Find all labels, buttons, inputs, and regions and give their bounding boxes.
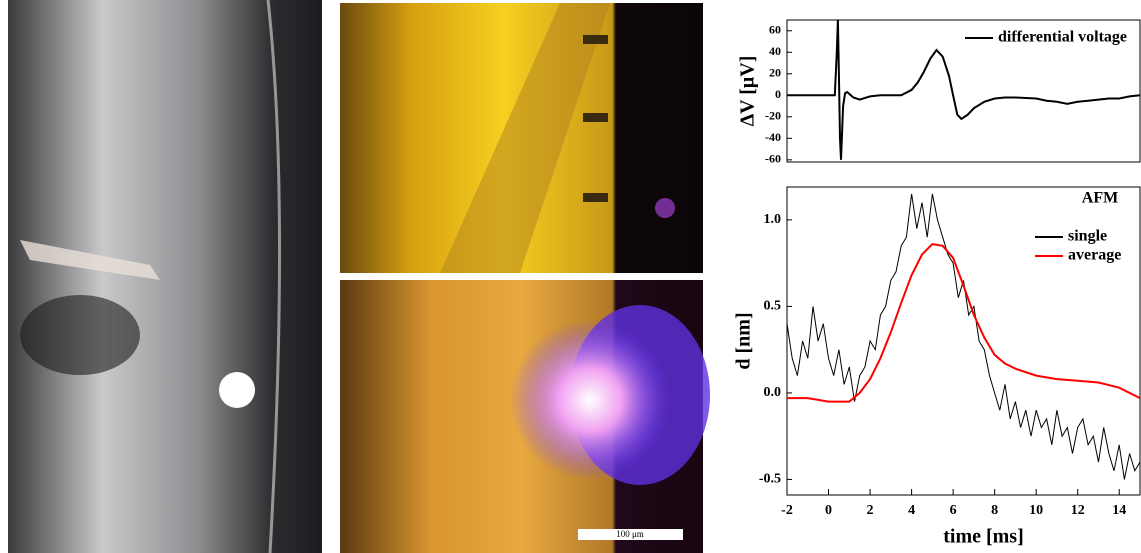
y-axis-label: d [nm] <box>733 312 755 369</box>
y-tick-label: 0 <box>775 87 781 101</box>
y-tick-label: -20 <box>765 109 781 123</box>
x-tick-label: 6 <box>950 503 957 518</box>
x-tick-label: 2 <box>867 503 874 518</box>
legend-label: single <box>1068 228 1107 245</box>
y-tick-label: 60 <box>769 23 781 37</box>
x-tick-label: 14 <box>1112 503 1126 518</box>
y-tick-label: 0.0 <box>764 385 782 400</box>
scale-bar-label: 100 μm <box>616 529 644 539</box>
y-tick-label: 40 <box>769 44 781 58</box>
data-line <box>787 193 1140 480</box>
y-tick-label: 0.5 <box>764 299 782 314</box>
legend-label: differential voltage <box>998 29 1127 46</box>
data-line <box>787 20 1140 160</box>
x-tick-label: 8 <box>991 503 998 518</box>
y-tick-label: 1.0 <box>764 212 782 227</box>
photo-setup <box>8 0 322 553</box>
photo-micrograph-top <box>340 3 703 273</box>
y-tick-label: -0.5 <box>759 472 781 487</box>
x-tick-label: -2 <box>781 503 793 518</box>
x-tick-label: 4 <box>908 503 915 518</box>
y-tick-label: -60 <box>765 152 781 166</box>
photo-micrograph-bottom: 100 μm <box>340 280 710 553</box>
x-axis-label: time [ms] <box>943 526 1024 548</box>
y-axis-label: ΔV [μV] <box>737 56 759 127</box>
annotation: AFM <box>1082 190 1118 207</box>
y-tick-label: 20 <box>769 66 781 80</box>
x-tick-label: 0 <box>825 503 832 518</box>
legend-label: average <box>1068 247 1121 264</box>
data-line <box>787 243 1140 403</box>
x-tick-label: 10 <box>1029 503 1043 518</box>
y-tick-label: -40 <box>765 130 781 144</box>
plot-frame <box>786 19 1141 163</box>
plot-frame <box>786 186 1141 496</box>
x-tick-label: 12 <box>1071 503 1085 518</box>
